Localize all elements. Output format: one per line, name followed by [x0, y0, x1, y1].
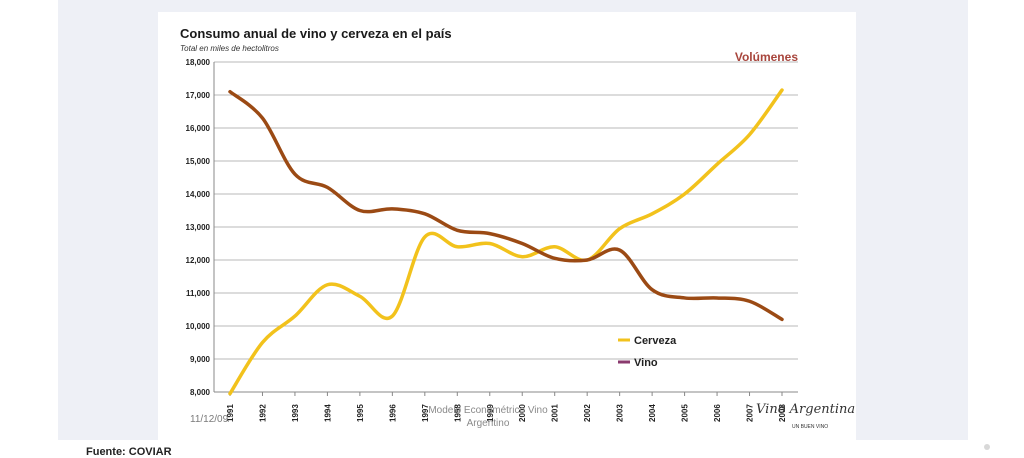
- data-point-vino: [716, 297, 718, 299]
- legend-label-vino: Vino: [634, 357, 658, 369]
- watermark: Modelo Econométrico Vino Argentino: [413, 404, 563, 430]
- data-point-vino: [294, 173, 296, 175]
- data-point-vino: [456, 229, 458, 231]
- data-point-vino: [261, 117, 263, 119]
- data-point-cerveza: [619, 228, 621, 230]
- line-chart: 8,000 9,000 10,000 11,000 12,000 13,000 14,000…: [186, 58, 798, 422]
- data-point-cerveza: [261, 342, 263, 343]
- data-point-vino: [359, 210, 361, 211]
- chart-subtitle: Total en miles de hectolitros: [180, 44, 279, 53]
- y-tick-label: 14,000: [186, 190, 211, 199]
- data-point-vino: [749, 300, 751, 302]
- data-point-cerveza: [294, 315, 296, 317]
- data-point-cerveza: [521, 256, 523, 258]
- data-point-cerveza: [391, 315, 393, 317]
- x-tick-label: 2006: [713, 404, 722, 422]
- x-tick-label: 2000: [518, 404, 527, 422]
- data-point-cerveza: [229, 393, 231, 395]
- x-tick-label: 2008: [778, 404, 787, 422]
- data-point-cerveza: [359, 295, 361, 297]
- x-tick-label: 1994: [323, 404, 332, 422]
- data-point-vino: [651, 289, 653, 291]
- data-point-vino: [326, 186, 328, 188]
- data-point-cerveza: [781, 89, 783, 91]
- x-tick-label: 1993: [291, 404, 300, 422]
- chart-title: Consumo anual de vino y cerveza en el pa…: [180, 26, 452, 41]
- x-tick-label: 1992: [258, 404, 267, 422]
- slide-date: 11/12/09: [190, 414, 229, 425]
- y-tick-label: 18,000: [186, 58, 211, 67]
- x-tick-label: 2007: [746, 404, 755, 422]
- data-point-vino: [586, 259, 588, 261]
- y-tick-label: 12,000: [186, 256, 211, 265]
- data-point-cerveza: [716, 163, 718, 165]
- data-point-vino: [521, 243, 523, 244]
- data-point-cerveza: [651, 213, 653, 215]
- x-tick-label: 2005: [681, 404, 690, 422]
- legend-label-cerveza: Cerveza: [634, 335, 677, 347]
- watermark-line1: Modelo Econométrico Vino: [428, 405, 548, 416]
- vino-argentino-logo: Vino Argentina UN BUEN VINO: [756, 400, 855, 440]
- volumenes-label: Volúmenes: [734, 50, 798, 64]
- x-tick-label: 1996: [388, 404, 397, 422]
- y-tick-label: 11,000: [186, 289, 211, 298]
- data-point-vino: [229, 91, 231, 93]
- x-tick-label: 1999: [486, 404, 495, 422]
- logo-script: Vino Argentina: [756, 402, 856, 417]
- data-point-cerveza: [456, 246, 458, 248]
- x-tick-label: 1991: [226, 404, 235, 422]
- watermark-line2: Argentino: [466, 418, 510, 429]
- data-point-cerveza: [684, 193, 686, 195]
- data-point-vino: [424, 213, 426, 215]
- data-point-cerveza: [489, 243, 491, 244]
- data-point-vino: [619, 249, 621, 251]
- x-tick-label: 1995: [356, 404, 365, 422]
- x-tick-label: 1997: [421, 404, 430, 422]
- y-tick-label: 9,000: [190, 355, 211, 364]
- data-point-vino: [489, 233, 491, 235]
- y-tick-label: 13,000: [186, 223, 211, 232]
- y-tick-label: 17,000: [186, 91, 211, 100]
- data-point-cerveza: [326, 284, 328, 286]
- x-tick-label: 2002: [583, 404, 592, 422]
- x-tick-label: 1998: [453, 404, 462, 422]
- x-tick-label: 2004: [648, 404, 657, 422]
- x-tick-label: 2001: [551, 404, 560, 422]
- series-line-vino: [228, 89, 784, 322]
- data-point-vino: [391, 208, 393, 210]
- y-tick-label: 15,000: [186, 157, 211, 166]
- data-point-vino: [684, 297, 686, 299]
- data-point-vino: [781, 318, 783, 320]
- data-point-cerveza: [749, 134, 751, 136]
- y-tick-label: 10,000: [186, 322, 211, 331]
- data-point-vino: [554, 257, 556, 259]
- source-footer: Fuente: COVIAR: [86, 446, 172, 458]
- data-point-cerveza: [554, 246, 556, 248]
- series-line-cerveza: [228, 88, 784, 396]
- y-tick-label: 8,000: [190, 388, 211, 397]
- data-point-cerveza: [424, 236, 426, 238]
- y-tick-label: 16,000: [186, 124, 211, 133]
- logo-tagline: UN BUEN VINO: [792, 424, 829, 430]
- slide-nav-dot[interactable]: [984, 444, 990, 450]
- x-tick-label: 2003: [616, 404, 625, 422]
- chart-slide: 8,000 9,000 10,000 11,000 12,000 13,000 14,000…: [158, 12, 856, 440]
